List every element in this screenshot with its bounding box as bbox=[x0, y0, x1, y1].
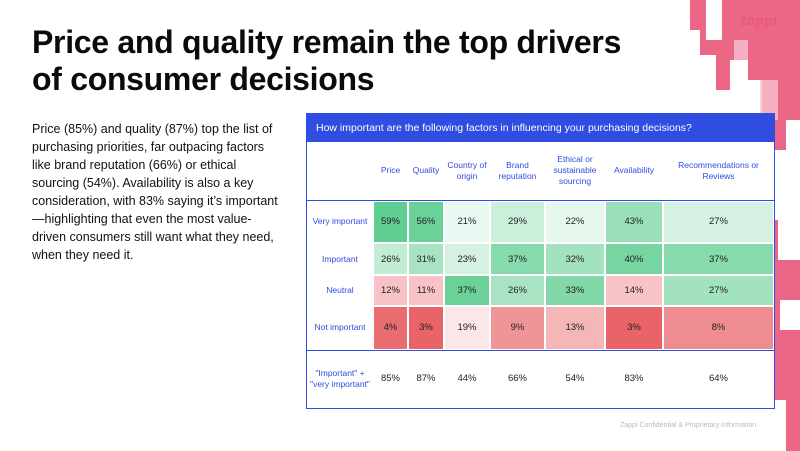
row-label: "Important" + "very important" bbox=[307, 349, 373, 407]
value-cell: 32% bbox=[545, 243, 605, 275]
value-cell: 66% bbox=[490, 349, 545, 407]
value-cell: 56% bbox=[408, 199, 444, 243]
value-cell: 44% bbox=[444, 349, 490, 407]
value-cell: 8% bbox=[663, 306, 774, 350]
value-cell: 37% bbox=[444, 275, 490, 306]
value-cell: 11% bbox=[408, 275, 444, 306]
value-cell: 27% bbox=[663, 275, 774, 306]
value-cell: 19% bbox=[444, 306, 490, 350]
row-label: Very important bbox=[307, 199, 373, 243]
value-cell: 31% bbox=[408, 243, 444, 275]
value-cell: 14% bbox=[605, 275, 663, 306]
value-cell: 3% bbox=[408, 306, 444, 350]
table-row: Very important 59% 56% 21% 29% 22% 43% 27% bbox=[307, 199, 774, 243]
corner-cell bbox=[307, 142, 373, 200]
zappi-logo: zappi bbox=[740, 12, 778, 28]
importance-table: How important are the following factors … bbox=[306, 113, 775, 409]
page-title: Price and quality remain the top drivers… bbox=[32, 24, 622, 97]
value-cell: 33% bbox=[545, 275, 605, 306]
table-question: How important are the following factors … bbox=[307, 114, 774, 142]
value-cell: 12% bbox=[373, 275, 408, 306]
value-cell: 26% bbox=[373, 243, 408, 275]
value-cell: 23% bbox=[444, 243, 490, 275]
value-cell: 37% bbox=[490, 243, 545, 275]
row-label: Neutral bbox=[326, 285, 354, 295]
value-cell: 59% bbox=[373, 199, 408, 243]
value-cell: 85% bbox=[373, 349, 408, 407]
value-cell: 54% bbox=[545, 349, 605, 407]
value-cell: 22% bbox=[545, 199, 605, 243]
value-cell: 27% bbox=[663, 199, 774, 243]
value-cell: 64% bbox=[663, 349, 774, 407]
value-cell: 37% bbox=[663, 243, 774, 275]
value-cell: 9% bbox=[490, 306, 545, 350]
column-header: Recommendations or Reviews bbox=[678, 159, 759, 181]
column-header: Availability bbox=[613, 165, 654, 176]
row-label: Important bbox=[322, 253, 358, 264]
column-header: Quality bbox=[412, 165, 440, 176]
table-row: Important 26% 31% 23% 37% 32% 40% 37% bbox=[307, 243, 774, 275]
value-cell: 13% bbox=[545, 306, 605, 350]
column-header: Brand reputation bbox=[498, 159, 537, 181]
importance-grid: Price Quality Country of origin Brand reput… bbox=[307, 142, 774, 407]
value-cell: 87% bbox=[408, 349, 444, 407]
table-row: "Important" + "very important" 85% 87% 44% 6… bbox=[307, 349, 774, 407]
table-row: Not important 4% 3% 19% 9% 13% 3% 8% bbox=[307, 306, 774, 350]
column-header: Ethical or sustainable sourcing bbox=[553, 154, 597, 187]
value-cell: 21% bbox=[444, 199, 490, 243]
column-header: Price bbox=[380, 165, 401, 176]
confidential-footer: Zappi Confidential & Proprietary Informa… bbox=[620, 422, 757, 429]
value-cell: 4% bbox=[373, 306, 408, 350]
value-cell: 3% bbox=[605, 306, 663, 350]
value-cell: 43% bbox=[605, 199, 663, 243]
value-cell: 83% bbox=[605, 349, 663, 407]
value-cell: 40% bbox=[605, 243, 663, 275]
table-row: Neutral 12% 11% 37% 26% 33% 14% 27% bbox=[307, 275, 774, 306]
summary-paragraph: Price (85%) and quality (87%) top the li… bbox=[32, 122, 278, 262]
value-cell: 26% bbox=[490, 275, 545, 306]
value-cell: 29% bbox=[490, 199, 545, 243]
column-header: Country of origin bbox=[447, 159, 487, 181]
row-label: Not important bbox=[314, 322, 366, 333]
